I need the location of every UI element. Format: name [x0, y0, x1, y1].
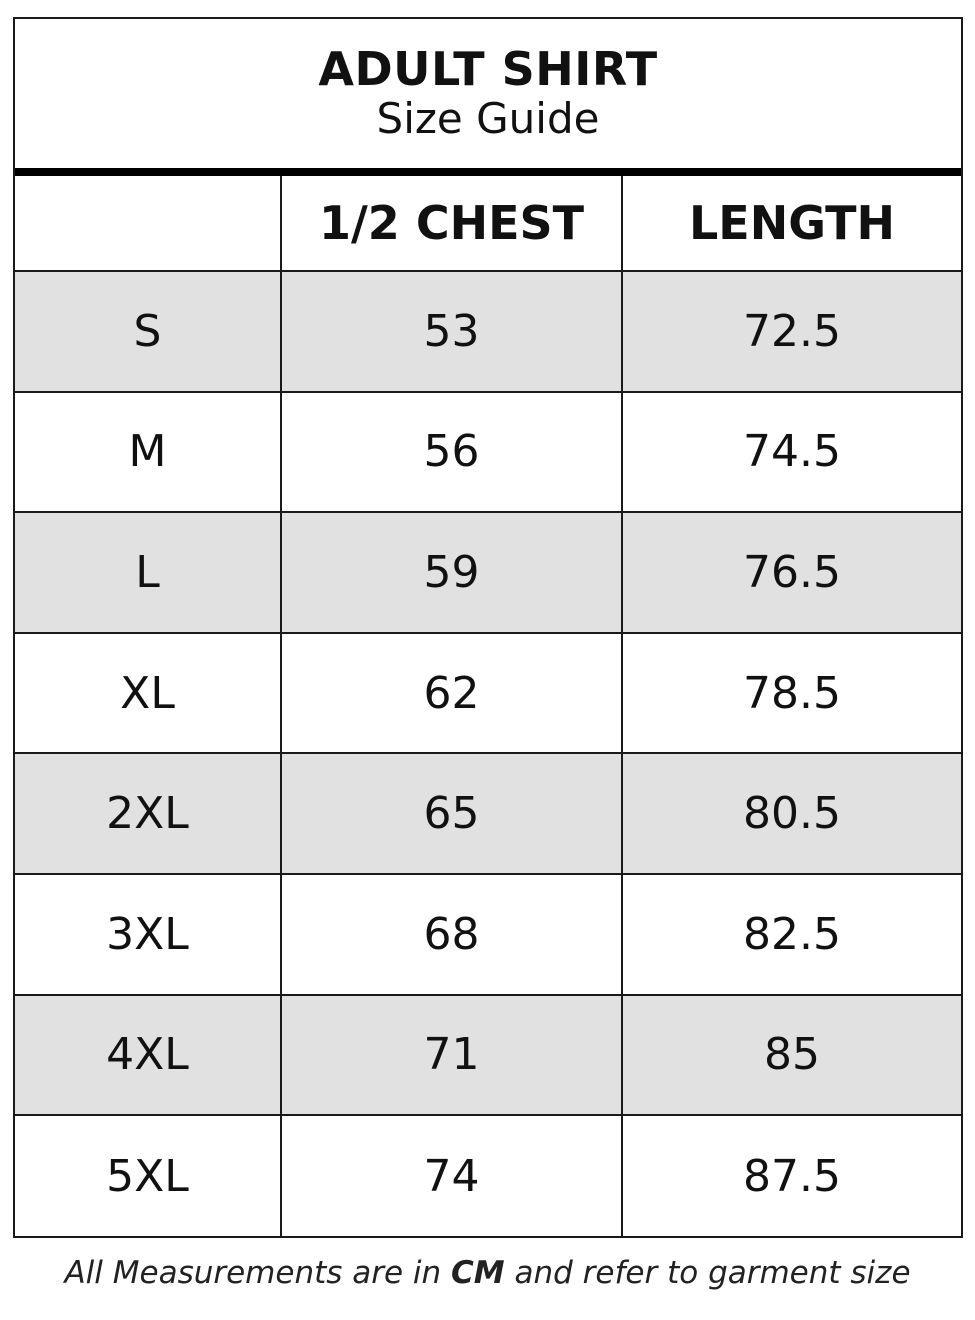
cell-size: XL — [15, 633, 282, 753]
header-length: LENGTH — [688, 196, 896, 250]
table-row: 3XL 68 82.5 — [15, 875, 961, 996]
cell-chest: 59 — [282, 513, 623, 632]
header-size — [15, 176, 282, 270]
cell-size: 5XL — [15, 1116, 282, 1237]
table-row: S 53 72.5 — [15, 272, 961, 393]
table-subtitle: Size Guide — [376, 94, 600, 143]
cell-chest: 68 — [282, 875, 623, 994]
cell-size: L — [15, 513, 282, 632]
cell-chest: 71 — [282, 995, 623, 1115]
note-text-end: and refer to garment size — [504, 1255, 911, 1291]
cell-size: M — [15, 392, 282, 512]
cell-chest: 74 — [282, 1116, 623, 1237]
cell-length: 74.5 — [743, 426, 841, 478]
cell-chest: 53 — [282, 272, 623, 391]
header-chest: 1/2 CHEST — [282, 176, 623, 270]
cell-length: 72.5 — [743, 305, 841, 357]
cell-length: 78.5 — [743, 667, 841, 719]
title-box: ADULT SHIRT Size Guide — [15, 19, 961, 176]
cell-length: 87.5 — [743, 1150, 841, 1202]
cell-length: 76.5 — [743, 546, 841, 598]
cell-length: 80.5 — [743, 788, 841, 840]
note-unit: CM — [451, 1255, 505, 1291]
cell-chest: 62 — [282, 633, 623, 753]
cell-size: S — [15, 272, 282, 391]
table-title: ADULT SHIRT — [318, 42, 658, 96]
table-row: M 56 74.5 — [15, 392, 961, 514]
cell-chest: 56 — [282, 392, 623, 512]
cell-length: 82.5 — [743, 908, 841, 960]
table-row: XL 62 78.5 — [15, 633, 961, 755]
cell-chest: 65 — [282, 754, 623, 873]
header-row: 1/2 CHEST LENGTH — [15, 176, 961, 272]
table-row: 2XL 65 80.5 — [15, 754, 961, 875]
cell-length: 85 — [764, 1029, 820, 1081]
size-guide-table: ADULT SHIRT Size Guide 1/2 CHEST LENGTH … — [13, 17, 963, 1238]
cell-size: 2XL — [15, 754, 282, 873]
size-grid: 1/2 CHEST LENGTH S 53 72.5 M 56 74.5 L 59 76.5 XL… — [15, 176, 961, 1237]
table-row: 5XL 74 87.5 — [15, 1116, 961, 1237]
table-row: 4XL 71 85 — [15, 995, 961, 1117]
cell-size: 3XL — [15, 875, 282, 994]
cell-size: 4XL — [15, 995, 282, 1115]
table-row: L 59 76.5 — [15, 513, 961, 634]
measurement-note: All Measurements are in CM and refer to … — [0, 1255, 975, 1291]
note-text: All Measurements are in — [64, 1255, 452, 1291]
